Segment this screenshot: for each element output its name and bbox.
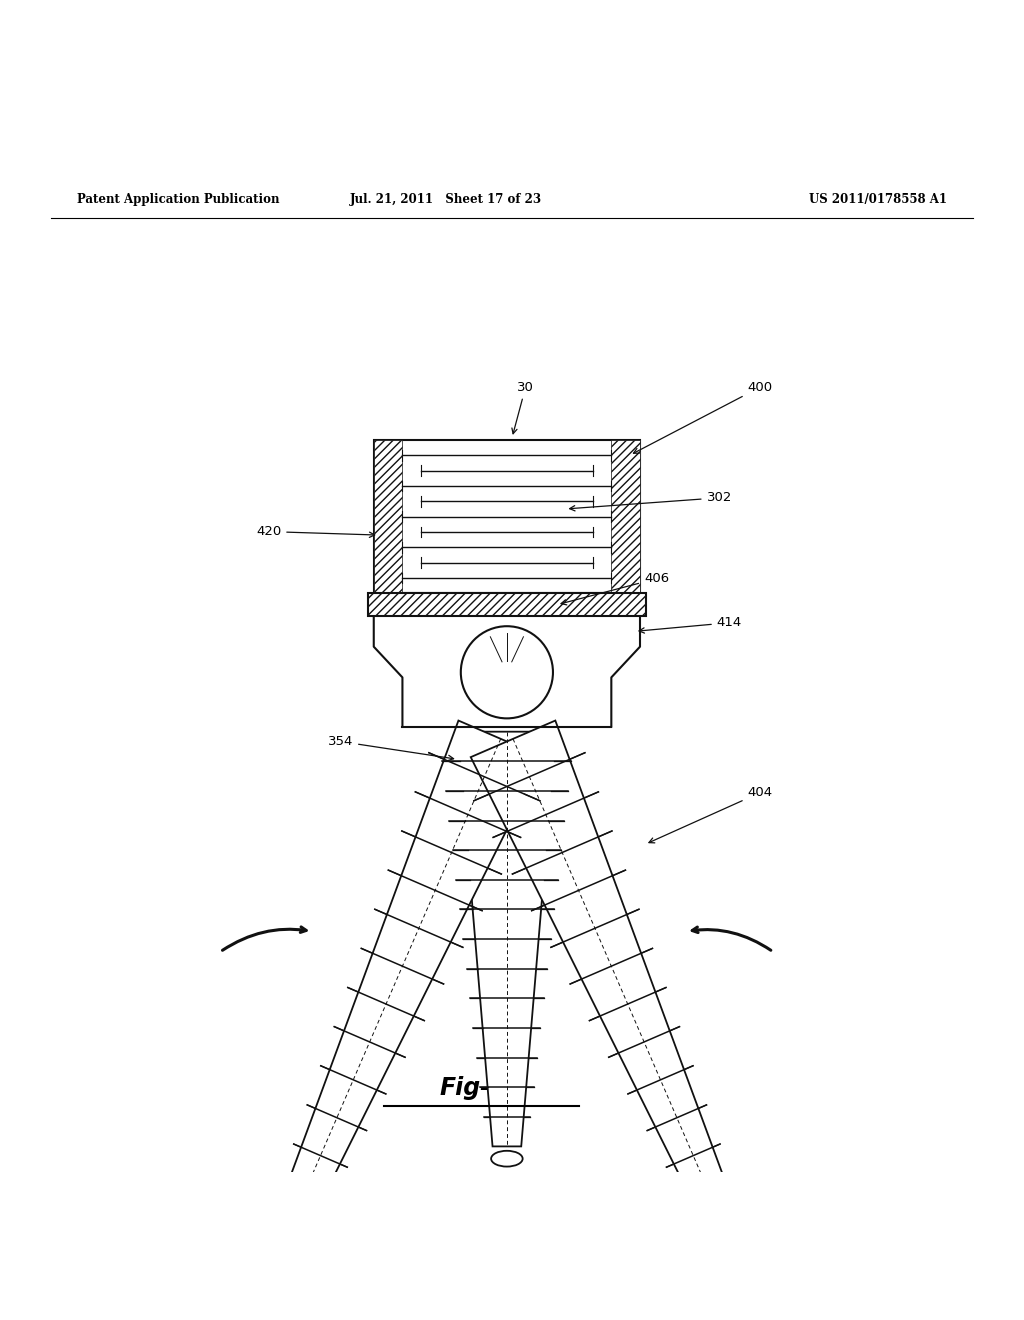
Text: 420: 420 (256, 525, 375, 539)
Ellipse shape (252, 1271, 282, 1290)
Text: 404: 404 (649, 787, 773, 843)
Text: 400: 400 (634, 380, 773, 453)
Circle shape (461, 626, 553, 718)
Bar (611, 440, 640, 594)
Ellipse shape (732, 1271, 762, 1290)
Text: US 2011/0178558 A1: US 2011/0178558 A1 (809, 193, 947, 206)
Bar (368, 594, 646, 616)
Text: 302: 302 (569, 491, 732, 511)
Polygon shape (258, 721, 543, 1275)
Text: Patent Application Publication: Patent Application Publication (77, 193, 280, 206)
Polygon shape (471, 721, 756, 1275)
Bar (368, 594, 646, 616)
Bar (374, 440, 402, 594)
Polygon shape (458, 731, 556, 1146)
Bar (374, 440, 640, 594)
Text: Fig-35: Fig-35 (439, 1076, 523, 1100)
Ellipse shape (492, 1151, 522, 1167)
Text: 406: 406 (561, 572, 669, 605)
Text: Jul. 21, 2011   Sheet 17 of 23: Jul. 21, 2011 Sheet 17 of 23 (349, 193, 542, 206)
Text: 414: 414 (639, 616, 742, 634)
Text: 354: 354 (328, 735, 454, 760)
Text: 30: 30 (512, 380, 534, 434)
